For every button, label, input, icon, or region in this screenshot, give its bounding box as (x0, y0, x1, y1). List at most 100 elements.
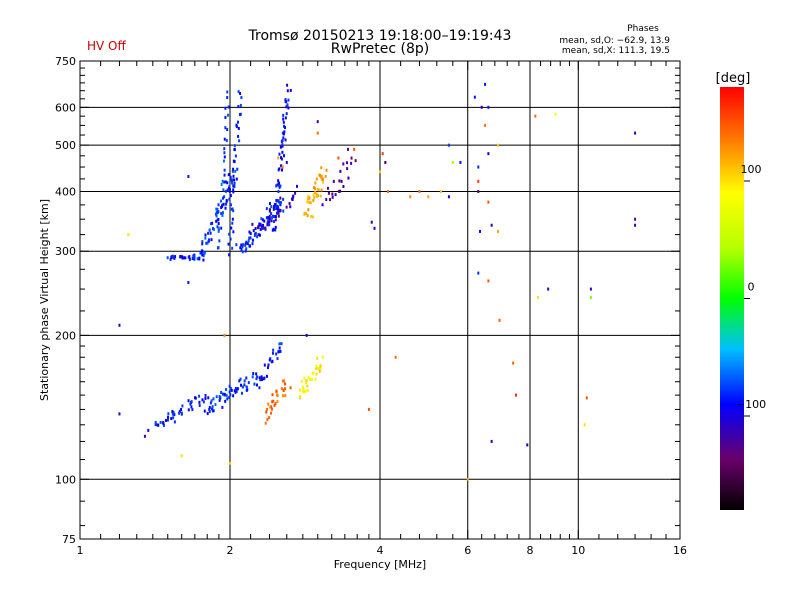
y-tick-label: 300 (55, 245, 76, 258)
data-point (329, 198, 332, 202)
data-point (427, 195, 430, 199)
data-point (277, 350, 280, 354)
data-point (282, 132, 285, 136)
data-point (181, 255, 184, 259)
data-point (224, 206, 227, 210)
data-point (270, 219, 273, 223)
data-point (315, 364, 318, 368)
data-point (284, 382, 287, 386)
data-point (289, 386, 292, 390)
data-point (251, 375, 254, 379)
data-point (249, 236, 252, 240)
data-point (237, 105, 240, 109)
data-point (534, 114, 537, 118)
y-tick-label: 400 (55, 185, 76, 198)
data-point (277, 211, 280, 215)
data-point (314, 191, 317, 195)
data-point (277, 209, 280, 213)
x-axis-label: Frequency [MHz] (334, 558, 426, 571)
data-point (281, 165, 284, 169)
data-point (282, 197, 285, 201)
plot-area (79, 60, 681, 540)
data-point (311, 215, 314, 219)
data-point (251, 222, 254, 226)
data-point (183, 256, 186, 260)
data-point (248, 244, 251, 248)
data-point (211, 221, 214, 225)
data-point (282, 120, 285, 124)
data-point (223, 168, 226, 172)
data-point (166, 256, 169, 260)
data-point (241, 245, 244, 249)
data-point (193, 257, 196, 261)
data-point (381, 152, 384, 156)
data-point (302, 390, 305, 394)
data-point (226, 397, 229, 401)
data-point (226, 181, 229, 185)
data-point (312, 199, 315, 203)
data-point (154, 420, 157, 424)
data-point (308, 200, 311, 204)
data-point (315, 195, 318, 199)
data-point (342, 162, 345, 166)
data-point (279, 145, 282, 149)
data-point (547, 287, 550, 291)
data-point (227, 105, 230, 109)
data-point (228, 384, 231, 388)
x-tick-label: 10 (571, 544, 585, 557)
data-point (487, 200, 490, 204)
data-point (173, 256, 176, 260)
data-point (316, 356, 319, 360)
data-point (219, 397, 222, 401)
data-point (257, 225, 260, 229)
data-point (204, 396, 207, 400)
data-point (315, 177, 318, 181)
data-point (201, 249, 204, 253)
data-point (554, 112, 557, 116)
data-point (187, 174, 190, 178)
data-point (210, 222, 213, 226)
data-point (201, 240, 204, 244)
data-point (240, 243, 243, 247)
data-point (233, 185, 236, 189)
data-point (239, 103, 242, 107)
data-point (224, 399, 227, 403)
data-point (367, 407, 370, 411)
data-point (512, 361, 515, 365)
data-point (226, 113, 229, 117)
data-point (268, 214, 271, 218)
data-point (272, 207, 275, 211)
data-point (223, 173, 226, 177)
data-point (307, 208, 310, 212)
data-point (217, 217, 220, 221)
data-point (232, 394, 235, 398)
data-point (251, 238, 254, 242)
data-point (233, 160, 236, 164)
data-point (193, 255, 196, 259)
data-point (217, 222, 220, 226)
data-point (260, 375, 263, 379)
data-point (280, 164, 283, 168)
chart-subtitle: RwPretec (8p) (331, 41, 429, 57)
data-point (240, 247, 243, 251)
data-point (267, 402, 270, 406)
data-point (275, 389, 278, 393)
data-point (201, 253, 204, 257)
data-point (229, 175, 232, 179)
data-point (316, 120, 319, 124)
data-point (191, 257, 194, 261)
data-point (585, 396, 588, 400)
data-point (274, 203, 277, 207)
data-point (215, 214, 218, 218)
data-point (248, 230, 251, 234)
data-point (209, 401, 212, 405)
data-point (233, 389, 236, 393)
data-point (217, 203, 220, 207)
data-point (277, 182, 280, 186)
data-point (255, 372, 258, 376)
data-point (285, 112, 288, 116)
data-point (479, 229, 482, 233)
data-point (314, 377, 317, 381)
data-point (484, 123, 487, 127)
data-point (245, 240, 248, 244)
